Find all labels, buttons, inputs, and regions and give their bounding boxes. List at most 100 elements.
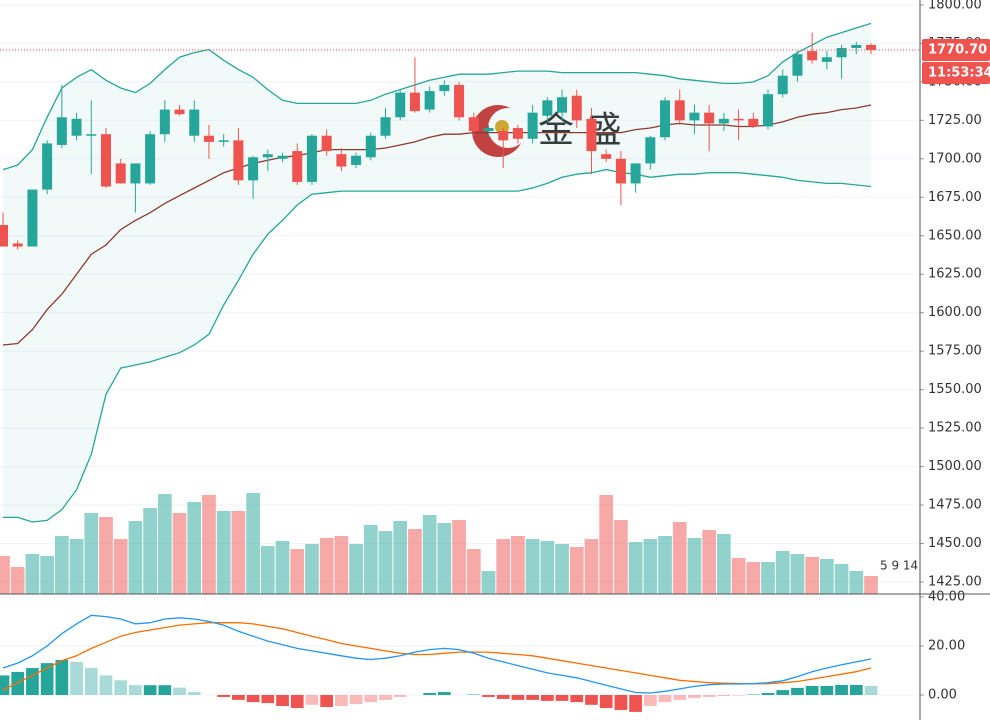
macd-histogram-bar: [776, 690, 790, 695]
volume-bar: [0, 556, 10, 594]
macd-histogram-bar: [70, 661, 83, 695]
volume-bar: [496, 539, 511, 594]
candle-body: [527, 112, 538, 139]
candle-body: [498, 131, 509, 141]
volume-bar: [128, 521, 143, 594]
candle-body: [130, 163, 141, 184]
candle-body: [292, 151, 303, 182]
macd-histogram-bar: [158, 685, 172, 695]
macd-histogram-bar: [349, 694, 363, 705]
macd-histogram-bar: [629, 694, 642, 712]
candle-body: [615, 158, 626, 184]
candle-body: [218, 140, 229, 142]
volume-bar: [113, 539, 128, 594]
candle-body: [56, 117, 67, 145]
volume-bar: [834, 564, 849, 594]
volume-bar: [614, 520, 628, 594]
candle-body: [468, 117, 479, 132]
macd-histogram-bar: [614, 694, 628, 710]
macd-histogram-bar: [320, 694, 334, 708]
candle-body: [306, 135, 317, 182]
volume-bar: [790, 554, 805, 594]
volume-bar: [290, 549, 305, 594]
volume-bar: [216, 511, 231, 594]
candle-body: [777, 75, 788, 95]
macd-histogram-bar: [511, 694, 525, 700]
volume-bar: [260, 546, 275, 594]
candle-body: [424, 91, 435, 110]
y-tick-label: 1425.00: [928, 574, 982, 589]
y-tick-label: 1650.00: [928, 228, 982, 243]
candle-body: [807, 51, 818, 61]
macd-histogram-bar: [40, 663, 54, 695]
macd-histogram-bar: [276, 694, 289, 707]
volume-bar: [69, 539, 84, 594]
macd-histogram-bar: [261, 694, 275, 704]
volume-bar: [305, 544, 319, 594]
volume-bar: [393, 521, 408, 594]
candle-body: [763, 94, 774, 127]
macd-histogram-bar: [232, 694, 245, 700]
volume-bar: [820, 559, 834, 594]
volume-bar: [172, 513, 187, 594]
macd-histogram-bar: [143, 685, 157, 695]
y-tick-label: 1625.00: [928, 267, 982, 282]
candle-body: [792, 54, 803, 76]
macd-histogram-bar: [335, 694, 348, 707]
candle-body: [674, 100, 685, 121]
y-tick-label: 1700.00: [928, 151, 982, 166]
volume-bar: [84, 513, 99, 594]
volume-bar: [437, 523, 452, 594]
volume-bar: [643, 539, 658, 594]
volume-bar: [143, 508, 157, 594]
volume-bar: [805, 557, 820, 594]
last-price-box: [922, 39, 990, 62]
macd-histogram-bar: [805, 685, 819, 695]
y-tick-label: 1500.00: [928, 459, 982, 474]
macd-histogram-bar: [129, 685, 142, 695]
macd-histogram-bar: [290, 694, 304, 708]
volume-bar: [555, 544, 569, 594]
macd-histogram-bar: [570, 694, 584, 703]
macd-histogram-bar: [526, 694, 539, 700]
signal-line: [2, 622, 872, 691]
indicator-label: 5 9 14: [880, 559, 918, 573]
band-middle: [2, 104, 872, 346]
candle-body: [542, 100, 553, 116]
candle-body: [748, 118, 759, 127]
candle-body: [159, 109, 170, 135]
band-lower: [3, 168, 872, 523]
candle-body: [86, 134, 97, 136]
y-tick-label: 1575.00: [928, 344, 982, 359]
macd-histogram-bar: [84, 668, 98, 695]
macd-histogram-bar: [305, 694, 319, 705]
volume-bar: [408, 529, 422, 594]
volume-bar: [702, 530, 717, 594]
candle-body: [277, 155, 288, 159]
candle-body: [42, 143, 53, 190]
volume-bar: [481, 571, 496, 594]
candle-body: [233, 140, 244, 181]
candle-body: [645, 137, 656, 164]
volume-bar: [569, 547, 584, 594]
volume-bar: [628, 542, 643, 594]
y-tick-label: 40.00: [928, 589, 965, 604]
candle-body: [262, 154, 273, 158]
volume-bar: [864, 576, 878, 594]
macd-histogram-bar: [114, 680, 128, 695]
candle-body: [145, 134, 156, 184]
volume-bar: [363, 525, 378, 594]
y-tick-label: 20.00: [928, 638, 965, 653]
macd-histogram-bar: [11, 671, 25, 695]
volume-bar: [511, 536, 525, 594]
volume-bar: [40, 556, 54, 594]
macd-histogram-bar: [438, 692, 451, 695]
macd-histogram-bar: [246, 694, 260, 703]
candle-body: [483, 128, 494, 132]
y-tick-label: 1525.00: [928, 421, 982, 436]
macd-histogram-bar: [835, 684, 848, 695]
y-tick-label: 1450.00: [928, 536, 982, 551]
candle-body: [704, 112, 715, 124]
